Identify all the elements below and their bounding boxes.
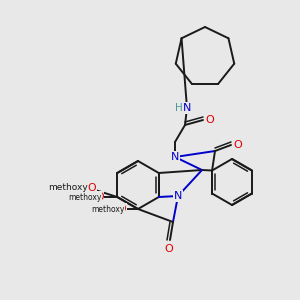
- Text: O: O: [234, 140, 242, 150]
- Text: O: O: [165, 244, 173, 254]
- Text: methoxy: methoxy: [91, 205, 125, 214]
- Text: O: O: [118, 204, 126, 214]
- Text: N: N: [183, 103, 191, 113]
- Text: methoxy: methoxy: [68, 193, 102, 202]
- Text: H: H: [175, 103, 183, 113]
- Text: O: O: [88, 183, 96, 193]
- Text: N: N: [171, 152, 179, 162]
- Text: N: N: [174, 191, 182, 201]
- Text: O: O: [206, 115, 214, 125]
- Text: O: O: [95, 192, 103, 202]
- Text: methoxy: methoxy: [48, 184, 88, 193]
